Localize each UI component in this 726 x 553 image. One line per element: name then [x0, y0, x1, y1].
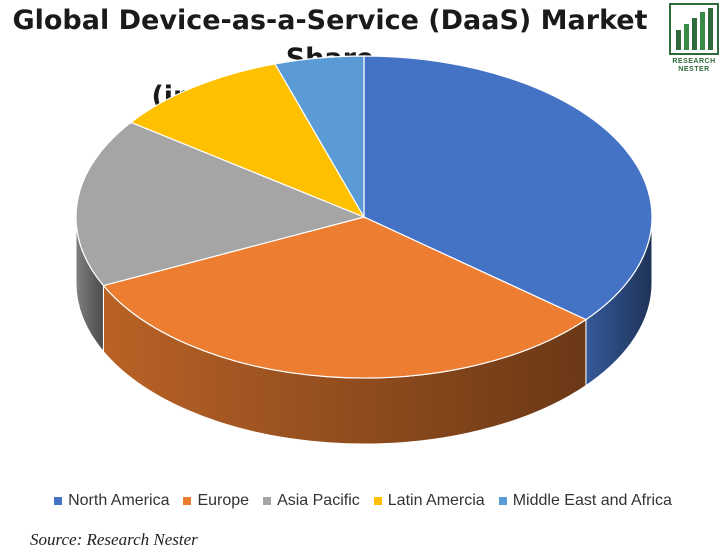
legend-label: Europe [197, 492, 250, 509]
pie-slices [75, 55, 653, 379]
legend-item: Latin Amercia [373, 492, 485, 510]
logo-line-1: RESEARCH [672, 58, 716, 65]
legend-item: North America [54, 492, 169, 510]
research-nester-logo-icon [669, 3, 719, 55]
logo-wordmark: RESEARCH NESTER [664, 58, 724, 74]
source-note: Source: Research Nester [30, 530, 198, 549]
legend-item: Europe [183, 492, 249, 510]
legend-swatch [263, 497, 272, 505]
legend-swatch [373, 497, 382, 505]
legend-item: Middle East and Africa [498, 492, 672, 510]
chart-legend: North America Europe Asia Pacific Latin Ame… [0, 492, 726, 510]
legend-swatch [54, 497, 63, 505]
legend-swatch [183, 497, 192, 505]
pie-slice-europe [102, 216, 588, 379]
legend-label: North America [68, 492, 170, 509]
pie-slice-north-america [363, 55, 653, 321]
pie-slice-asia-pacific [75, 121, 366, 287]
legend-label: Asia Pacific [277, 492, 360, 509]
legend-swatch [498, 497, 507, 505]
pie-slice-latin-amercia [129, 63, 366, 219]
legend-item: Asia Pacific [263, 492, 360, 510]
pie-slice-middle-east-and-africa [274, 55, 365, 220]
legend-label: Middle East and Africa [512, 492, 672, 509]
legend-label: Latin Amercia [387, 492, 485, 509]
logo-line-2: NESTER [678, 66, 710, 73]
